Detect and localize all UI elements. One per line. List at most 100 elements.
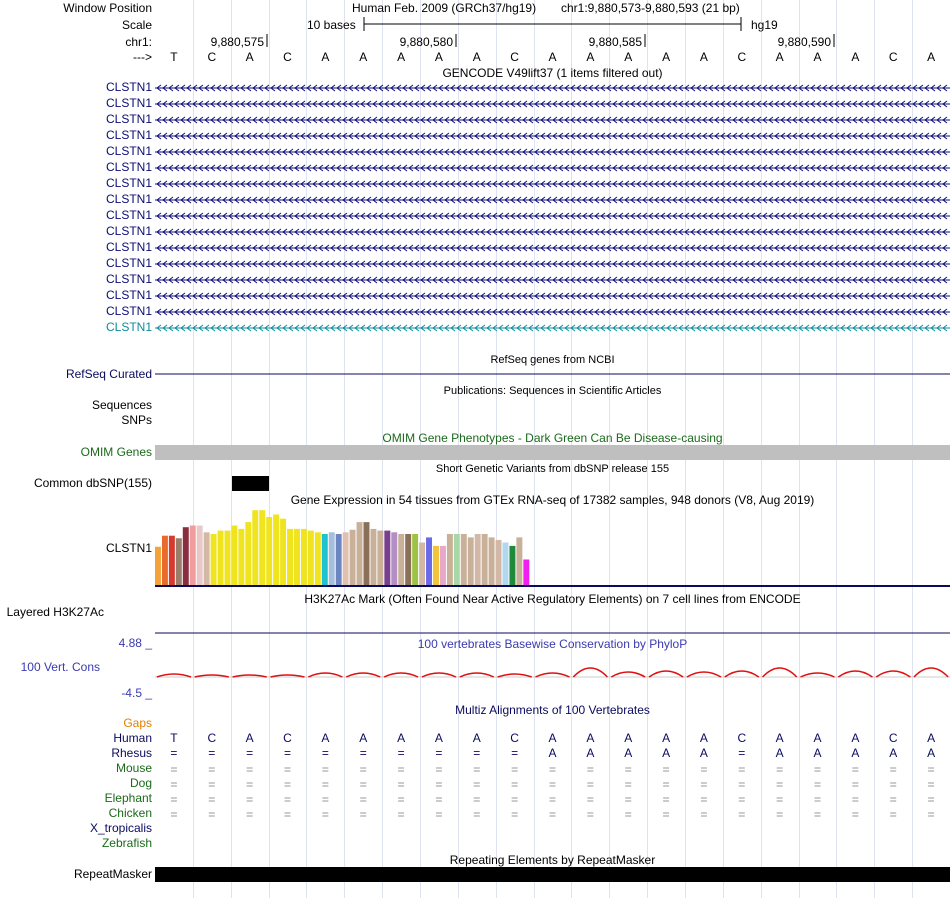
track-graphics <box>155 17 950 882</box>
cons-label[interactable]: 100 Vert. Cons <box>20 660 100 674</box>
multiz-human-base: A <box>927 731 936 745</box>
gtex-tissue-bar <box>196 525 203 585</box>
omim-title: OMIM Gene Phenotypes - Dark Green Can Be… <box>382 431 723 445</box>
multiz-rhesus-base: = <box>738 746 746 760</box>
gtex-tissue-bar <box>314 532 321 585</box>
gtex-tissue-bar <box>217 530 224 585</box>
gencode-transcript-label[interactable]: CLSTN1 <box>105 320 152 334</box>
multiz-rhesus-base: = <box>208 746 216 760</box>
conservation-peak <box>232 674 267 678</box>
gencode-strand-arrows <box>156 164 948 172</box>
base-letter: A <box>245 50 254 64</box>
gtex-tissue-bar <box>175 538 182 585</box>
multiz-rhesus-base: A <box>586 746 595 760</box>
gtex-tissue-bar <box>245 522 252 585</box>
species-label[interactable]: Dog <box>129 776 152 790</box>
gtex-tissue-bar <box>405 534 412 585</box>
gtex-tissue-bar <box>294 528 300 585</box>
multiz-human-base: A <box>662 731 671 745</box>
multiz-rhesus-base: A <box>927 746 936 760</box>
assembly-title: Human Feb. 2009 (GRCh37/hg19) <box>352 1 537 15</box>
gencode-transcript-label[interactable]: CLSTN1 <box>105 224 152 238</box>
gencode-transcript-label[interactable]: CLSTN1 <box>105 304 152 318</box>
gencode-transcript-label[interactable]: CLSTN1 <box>105 272 152 286</box>
gencode-transcript-label[interactable]: CLSTN1 <box>105 96 152 110</box>
sequences-label[interactable]: Sequences <box>91 398 152 412</box>
gtex-tissue-bar <box>377 530 384 585</box>
gtex-tissue-bar <box>453 534 460 585</box>
conservation-peak <box>459 672 495 678</box>
conservation-peak <box>762 667 798 678</box>
multiz-human-base: A <box>813 731 822 745</box>
conservation-peak <box>194 674 229 678</box>
gtex-tissue-bar <box>155 546 161 585</box>
multiz-human-base: A <box>851 731 860 745</box>
gtex-tissue-bar <box>433 545 439 585</box>
refseq-title: RefSeq genes from NCBI <box>490 354 615 366</box>
species-label[interactable]: Human <box>113 731 152 745</box>
h3k27ac-label[interactable]: Layered H3K27Ac <box>6 605 104 619</box>
gtex-tissue-bar <box>370 528 377 585</box>
species-label[interactable]: Zebrafish <box>101 836 152 850</box>
species-label[interactable]: Rhesus <box>111 746 152 760</box>
gencode-strand-arrows <box>156 212 948 220</box>
gencode-transcript-label[interactable]: CLSTN1 <box>105 240 152 254</box>
base-letter: A <box>662 50 671 64</box>
gencode-transcript-label[interactable]: CLSTN1 <box>105 176 152 190</box>
gencode-strand-arrows <box>156 308 948 316</box>
gtex-tissue-bar <box>363 522 370 585</box>
gtex-tissue-bar <box>474 534 481 585</box>
gencode-transcript-label[interactable]: CLSTN1 <box>105 112 152 126</box>
gencode-transcript-label[interactable]: CLSTN1 <box>105 80 152 94</box>
gencode-strand-arrows <box>156 244 948 252</box>
gtex-tissue-bar <box>419 542 426 585</box>
snps-label[interactable]: SNPs <box>121 413 152 427</box>
publications-title: Publications: Sequences in Scientific Ar… <box>443 385 662 397</box>
h3k27ac-title: H3K27Ac Mark (Often Found Near Active Re… <box>304 592 801 606</box>
base-letter: C <box>737 50 747 64</box>
conservation-peak <box>572 667 608 678</box>
repeatmasker-label[interactable]: RepeatMasker <box>73 867 152 881</box>
scale-text: 10 bases <box>307 18 356 32</box>
base-letter: A <box>586 50 595 64</box>
gtex-tissue-bar <box>342 532 349 585</box>
gencode-transcript-label[interactable]: CLSTN1 <box>105 160 152 174</box>
gtex-tissue-bar <box>182 527 189 585</box>
gtex-tissue-bar <box>467 537 474 585</box>
track-image-panel[interactable]: Human Feb. 2009 (GRCh37/hg19) chr1:9,880… <box>155 0 950 898</box>
multiz-rhesus-base: A <box>662 746 671 760</box>
multiz-rhesus-base: = <box>321 746 329 760</box>
gaps-label[interactable]: Gaps <box>123 716 152 730</box>
conservation-peak <box>307 672 343 678</box>
base-letter: A <box>472 50 481 64</box>
multiz-rhesus-base: = <box>170 746 178 760</box>
gencode-transcript-label[interactable]: CLSTN1 <box>105 288 152 302</box>
conservation-peak <box>421 672 457 678</box>
gtex-gene-label[interactable]: CLSTN1 <box>105 541 152 555</box>
gencode-transcript-label[interactable]: CLSTN1 <box>105 208 152 222</box>
gencode-strand-arrows <box>156 100 948 108</box>
ruler-tick-label: 9,880,590 <box>777 35 831 49</box>
species-label[interactable]: Elephant <box>104 791 152 805</box>
gtex-tissue-bar <box>168 535 175 585</box>
species-label[interactable]: Chicken <box>108 806 152 820</box>
ruler-tick-label: 9,880,575 <box>210 35 264 49</box>
conservation-peak <box>610 671 646 678</box>
gtex-tissue-bar <box>495 539 502 585</box>
refseq-label[interactable]: RefSeq Curated <box>65 367 152 381</box>
dbsnp-label[interactable]: Common dbSNP(155) <box>33 476 152 490</box>
gencode-transcript-label[interactable]: CLSTN1 <box>105 256 152 270</box>
species-label[interactable]: X_tropicalis <box>89 821 152 835</box>
species-label[interactable]: Mouse <box>115 761 152 775</box>
position-title: chr1:9,880,573-9,880,593 (21 bp) <box>561 1 740 15</box>
base-letter: A <box>397 50 406 64</box>
multiz-rhesus-base: = <box>435 746 443 760</box>
multiz-human-base: A <box>321 731 330 745</box>
multiz-rhesus-base: A <box>813 746 822 760</box>
gencode-transcript-label[interactable]: CLSTN1 <box>105 144 152 158</box>
gencode-transcript-label[interactable]: CLSTN1 <box>105 192 152 206</box>
gtex-tissue-bar <box>439 545 446 585</box>
multiz-human-base: A <box>245 731 254 745</box>
omim-label[interactable]: OMIM Genes <box>80 445 152 459</box>
gencode-transcript-label[interactable]: CLSTN1 <box>105 128 152 142</box>
